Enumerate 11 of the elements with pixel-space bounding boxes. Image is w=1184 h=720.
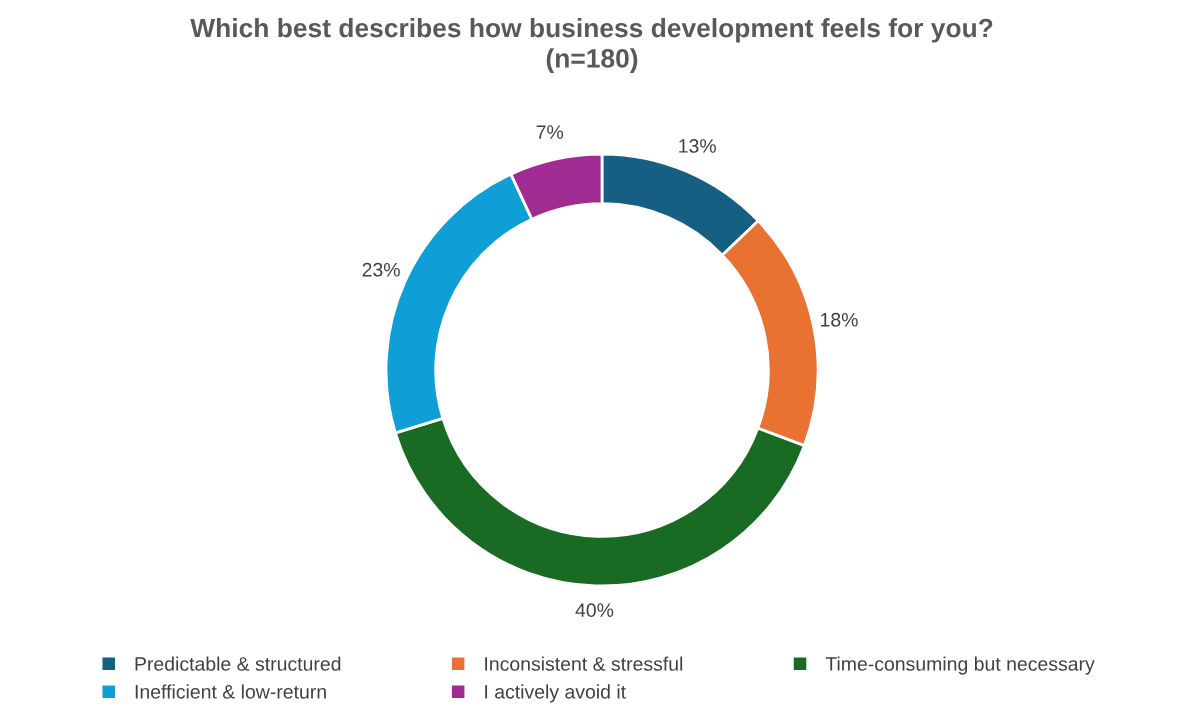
data-label: 40%	[575, 603, 614, 618]
legend-label: Inconsistent & stressful	[485, 656, 683, 671]
legend-label: Predictable & structured	[135, 656, 341, 671]
chart-title: Which best describes how business development feels for you? (n=180)	[190, 18, 993, 73]
data-label: 18%	[821, 312, 858, 327]
data-label: 7%	[536, 125, 564, 139]
legend-label: Time-consuming but necessary	[825, 656, 1095, 675]
data-label: 23%	[362, 262, 400, 277]
data-label: 13%	[679, 139, 716, 153]
legend-label: Inefficient & low-return	[135, 684, 326, 699]
legend-label: I actively avoid it	[485, 684, 626, 703]
